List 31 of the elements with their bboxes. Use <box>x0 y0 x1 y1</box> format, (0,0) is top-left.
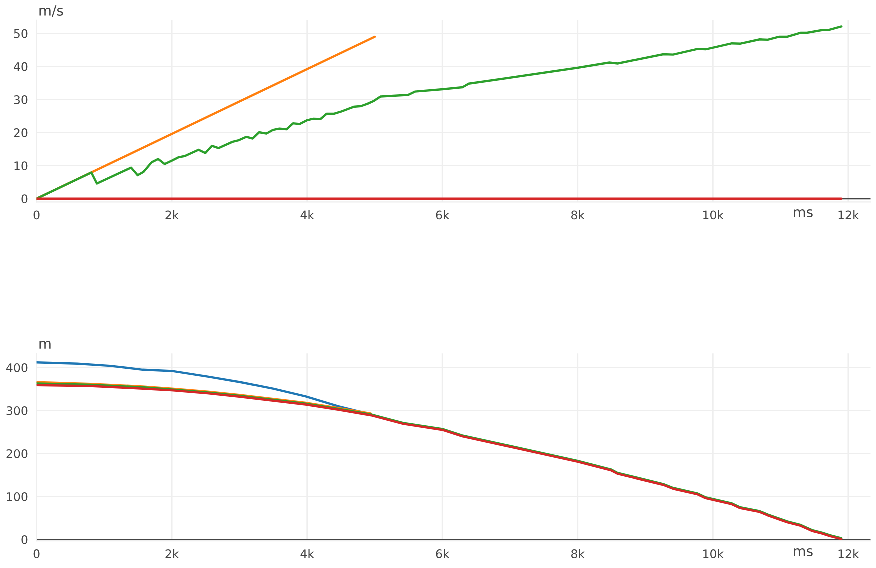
x-tick-label: 10k <box>704 549 724 558</box>
y-tick-label: 400 <box>6 363 28 372</box>
x-tick-label: 2k <box>166 549 180 558</box>
y-tick-label: 0 <box>22 535 28 544</box>
y-tick-label: 0 <box>22 194 28 204</box>
x-tick-label: 2k <box>166 210 180 220</box>
y-tick-label: 100 <box>7 492 28 502</box>
x-tick-label: 12k <box>838 549 860 558</box>
y-tick-label: 300 <box>6 406 28 416</box>
y-tick-label: 40 <box>14 62 28 72</box>
x-tick-label: 4k <box>300 549 314 558</box>
x-tick-label: 10k <box>704 210 724 220</box>
y-tick-label: 30 <box>14 95 28 104</box>
y-axis-title: m/s <box>40 6 64 18</box>
x-axis-title: ms <box>794 548 813 556</box>
x-tick-label: 12k <box>838 210 860 220</box>
x-tick-label: 0 <box>34 210 40 220</box>
x-axis-title: ms <box>794 210 813 218</box>
y-tick-label: 10 <box>14 162 28 171</box>
x-tick-label: 4k <box>300 210 314 220</box>
x-tick-label: 6k <box>436 210 450 220</box>
y-tick-label: 20 <box>14 128 28 138</box>
x-tick-label: 6k <box>436 549 450 558</box>
y-tick-label: 50 <box>14 29 28 38</box>
y-tick-label: 200 <box>6 449 28 458</box>
x-tick-label: 8k <box>572 210 586 220</box>
x-tick-label: 0 <box>34 550 40 558</box>
line-series <box>36 26 843 200</box>
line-series <box>36 381 372 415</box>
y-axis-title: m <box>40 341 51 349</box>
x-tick-label: 8k <box>572 549 586 558</box>
